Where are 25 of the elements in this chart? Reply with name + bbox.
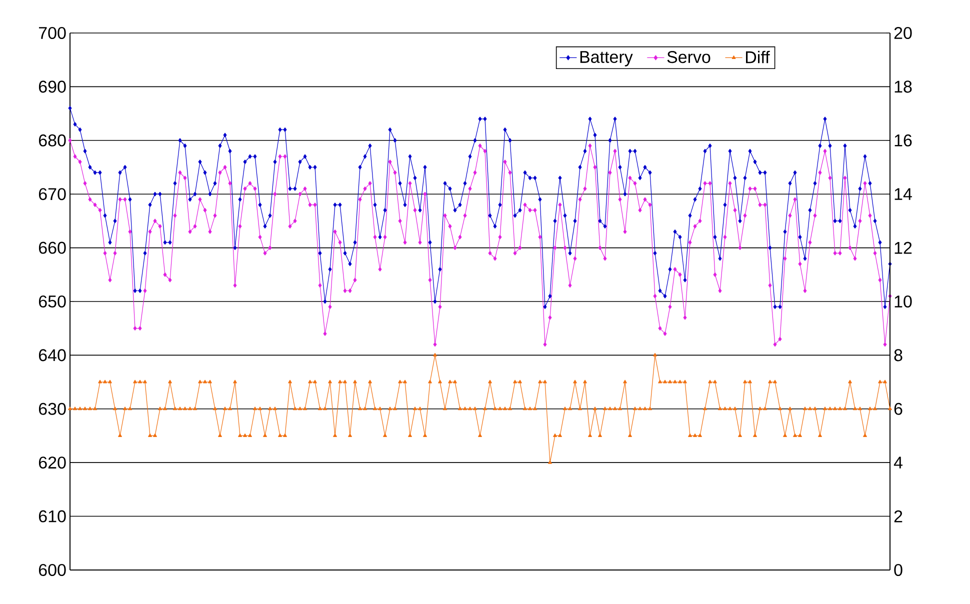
y2-tick-label: 0 [894,564,902,576]
y2-tick-label: 20 [894,26,912,40]
y2-tick-label: 18 [894,80,912,93]
y2-tick-label: 6 [894,402,902,415]
y2-tick-label: 2 [894,510,902,522]
y-tick-label: 620 [38,456,66,469]
legend-label: Diff [746,50,770,64]
y2-tick-label: 8 [894,349,902,362]
y-tick-label: 690 [38,80,66,93]
legend-label: Battery [580,51,633,66]
legend-label: Servo [667,51,710,64]
y-tick-label: 600 [38,564,66,576]
y-tick-label: 640 [38,349,66,362]
y-tick-label: 670 [38,188,66,200]
y2-tick-label: 14 [894,188,912,200]
y-tick-label: 700 [38,26,66,40]
y-tick-label: 630 [38,402,66,415]
y-tick-label: 660 [38,242,66,254]
y-tick-label: 680 [38,134,66,146]
y2-tick-label: 12 [894,242,912,254]
y2-tick-label: 10 [894,295,912,308]
y-tick-label: 610 [38,510,66,522]
y-tick-label: 650 [38,295,66,308]
y2-tick-label: 4 [894,456,902,468]
y2-tick-label: 16 [894,134,912,146]
